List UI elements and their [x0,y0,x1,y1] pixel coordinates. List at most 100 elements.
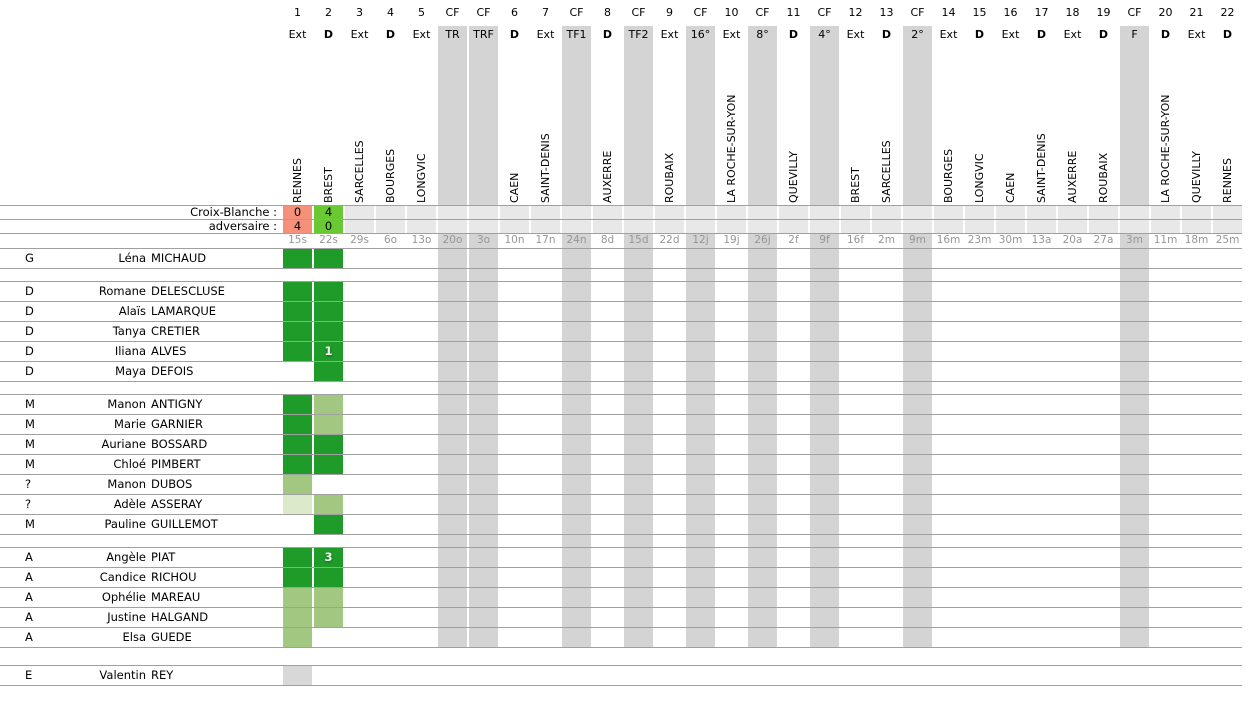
match-number-header: CF [569,6,584,19]
opponent-name-label: SARCELLES [353,140,366,203]
match-number-header: 14 [941,6,956,19]
match-venue-header: 8° [756,28,769,41]
player-first-name: Adèle [113,497,146,511]
player-last-name: DUBOS [151,477,193,491]
grid-line [0,547,1242,548]
grid-line [0,514,1242,515]
match-date-label: 16f [846,234,865,246]
participation-cell [283,455,312,474]
match-number-header: 1 [294,6,301,19]
cf-column-band [903,26,932,647]
participation-cell [314,455,343,474]
grid-line [0,301,1242,302]
grid-line [0,361,1242,362]
match-date-label: 9m [909,234,926,246]
player-last-name: GUEDE [151,630,192,644]
match-number-header: 20 [1158,6,1173,19]
cf-column-band [469,26,498,647]
match-date-label: 29s [350,234,369,246]
score-row-filler-cell [965,205,994,219]
grid-line [0,647,1242,648]
player-first-name: Tanya [112,324,146,338]
participation-cell [283,548,312,567]
participation-cell [314,302,343,321]
player-last-name: GARNIER [151,417,204,431]
player-first-name: Alaïs [118,304,146,318]
score-row-filler-cell [562,219,591,233]
goals-count: 1 [324,344,333,358]
participation-cell [314,495,343,514]
participation-cell [283,342,312,361]
player-first-name: Pauline [104,517,146,531]
player-first-name: Elsa [122,630,147,644]
player-first-name: Justine [107,610,146,624]
match-venue-header: D [1036,28,1047,41]
score-row-filler-cell [1120,219,1149,233]
participation-cell [314,568,343,587]
match-number-header: 3 [356,6,363,19]
opponent-score-cell: 0 [314,219,343,233]
score-row-filler-cell [438,219,467,233]
score-row-filler-cell [996,205,1025,219]
match-date-label: 20o [442,234,463,246]
match-venue-header: TRF [473,28,494,41]
match-number-header: 7 [542,6,549,19]
match-number-header: 8 [604,6,611,19]
grid-line [0,233,1242,234]
score-row-filler-cell [686,205,715,219]
opponent-name-label: SAINT-DENIS [539,133,552,203]
match-number-header: 2 [325,6,332,19]
player-first-name: Manon [107,477,146,491]
match-date-label: 16m [936,234,961,246]
score-row-filler-cell [686,219,715,233]
participation-cell [283,302,312,321]
player-last-name: MICHAUD [151,251,207,265]
opponent-name-label: RENNES [1221,158,1234,203]
match-venue-header: D [509,28,520,41]
player-position-label: A [25,590,33,604]
match-number-header: CF [631,6,646,19]
grid-line [0,219,1242,220]
participation-cell [314,395,343,414]
cf-column-band [438,26,467,647]
opponent-name-label: LONGVIC [415,153,428,203]
participation-cell [314,588,343,607]
score-row-filler-cell [903,219,932,233]
opponent-name-label: BOURGES [384,148,397,203]
score-row-filler-cell [748,205,777,219]
score-row-filler-cell [1213,205,1242,219]
match-venue-header: 2° [911,28,924,41]
match-date-label: 2m [878,234,895,246]
player-last-name: ASSERAY [151,497,203,511]
goals-count: 3 [324,550,333,564]
opponent-name-label: CAEN [508,172,521,203]
score-row-filler-cell [872,205,901,219]
match-date-label: 22s [319,234,338,246]
player-last-name: HALGAND [151,610,209,624]
grid-line [0,321,1242,322]
score-row-filler-cell [624,205,653,219]
score-row-filler-cell [407,205,436,219]
home-score-cell: 4 [314,205,343,219]
player-last-name: PIAT [151,550,176,564]
score-row-filler-cell [407,219,436,233]
match-venue-header: D [1160,28,1171,41]
opponent-name-label: BREST [849,167,862,203]
player-first-name: Romane [98,284,146,298]
player-first-name: Manon [107,397,146,411]
opponent-name-label: LA ROCHE-SUR-YON [1159,94,1172,203]
match-venue-header: Ext [939,28,958,41]
opponent-name-label: CAEN [1004,172,1017,203]
grid-line [0,685,1242,686]
score-row-filler-cell [779,205,808,219]
match-date-label: 17n [535,234,556,246]
match-number-header: 19 [1096,6,1111,19]
match-venue-header: D [788,28,799,41]
match-venue-header: TF2 [628,28,649,41]
player-position-label: A [25,570,33,584]
player-position-label: D [25,344,34,358]
score-row-filler-cell [1027,219,1056,233]
match-number-header: 6 [511,6,518,19]
score-row-filler-cell [1182,205,1211,219]
match-date-label: 27a [1093,234,1114,246]
